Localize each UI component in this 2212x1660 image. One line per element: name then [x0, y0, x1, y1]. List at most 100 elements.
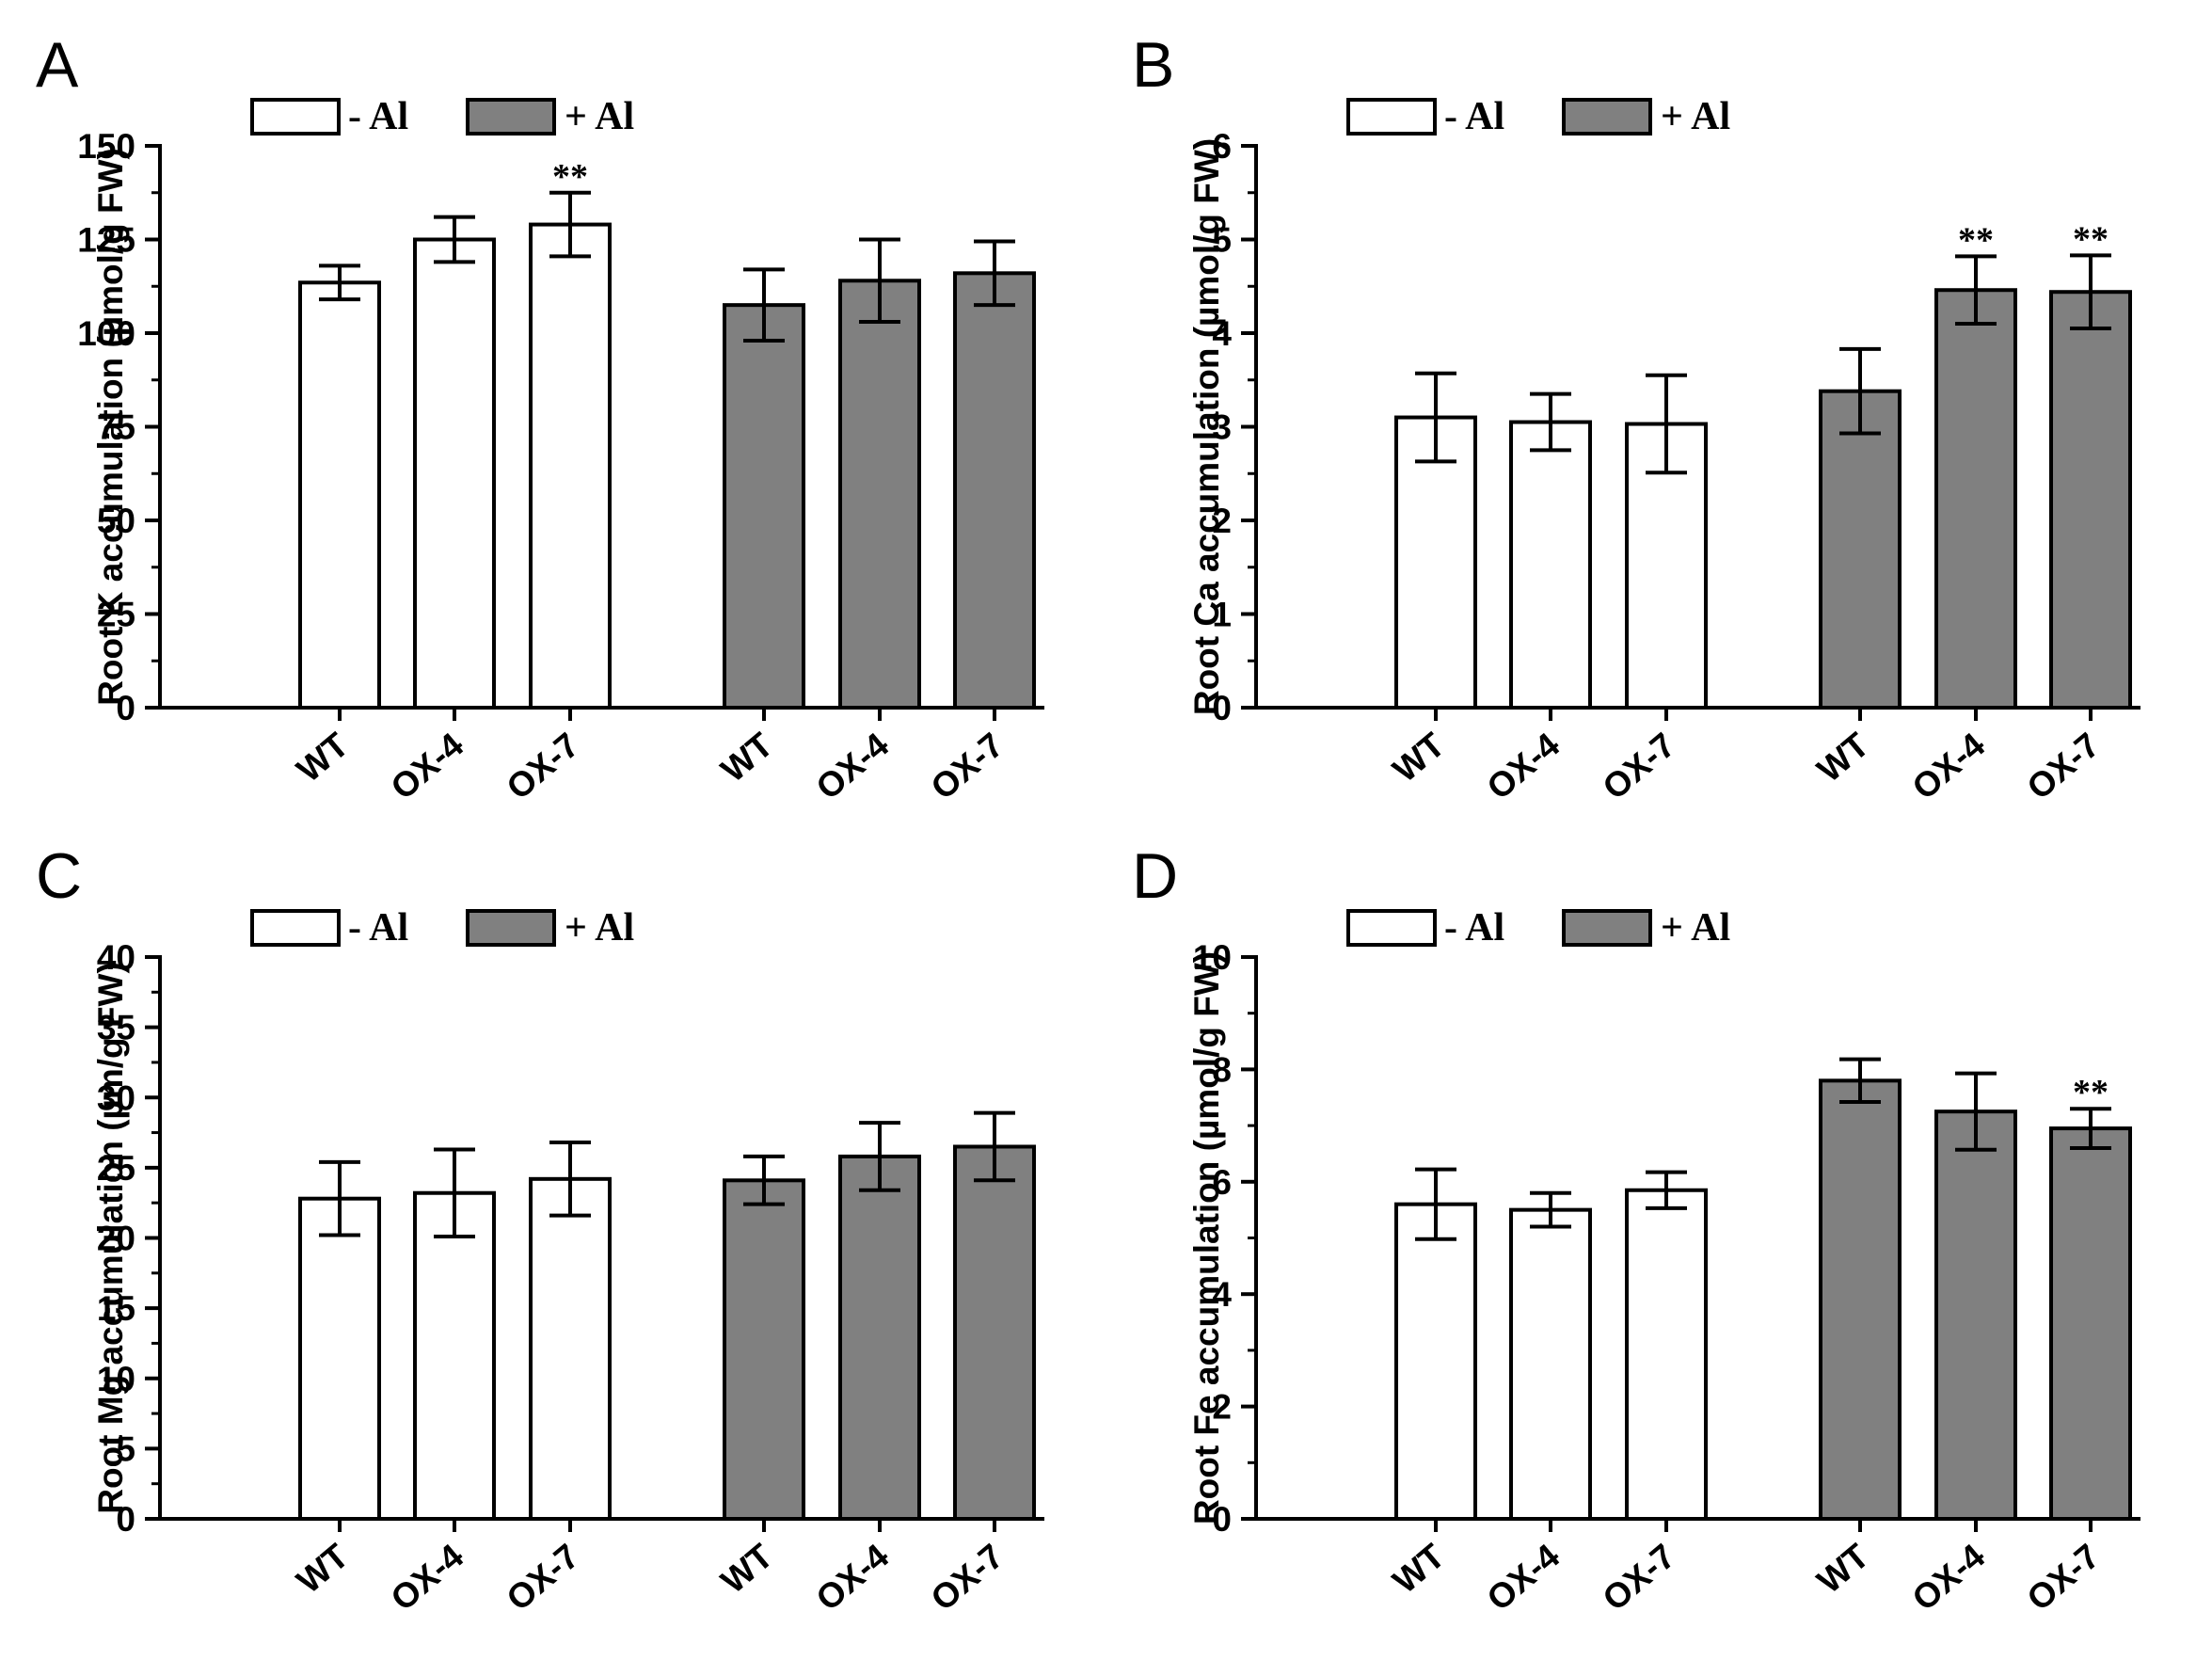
y-tick-label: 8	[1212, 1050, 1232, 1089]
legend-label-minus-al: - Al	[348, 906, 408, 950]
y-tick-label: 35	[97, 1009, 135, 1047]
y-tick-label: 6	[1212, 1163, 1232, 1202]
panel-letter-d: D	[1132, 840, 1178, 912]
panel-a-chart: A - Al + Al Root K accumulation (µmol/g FW)…	[36, 29, 1044, 807]
y-tick-label: 50	[97, 502, 135, 540]
y-tick-label: 150	[77, 127, 135, 166]
y-axis-label: Root Fe accumulation (µmol/g FW)	[1187, 951, 1226, 1524]
y-tick-label: 0	[1212, 689, 1232, 727]
y-tick-label: 10	[97, 1360, 135, 1398]
significance-mark-plus-al-ox-7: **	[2073, 219, 2109, 259]
legend-swatch-plus-al	[1562, 98, 1652, 136]
panel-d-chart: D - Al + Al Root Fe accumulation (µmol/g FW…	[1132, 840, 2140, 1619]
bar-plus-al-ox-4	[1934, 1109, 2017, 1521]
bar-plus-al-ox-4	[838, 1154, 921, 1521]
legend-label-plus-al: + Al	[565, 95, 634, 138]
x-tick-label-plus-al-ox-4: OX-4	[809, 725, 897, 806]
bar-plus-al-ox-7	[953, 271, 1036, 710]
y-tick-label: 2	[1212, 1388, 1232, 1427]
x-tick-label-minus-al-ox-7: OX-7	[1596, 1537, 1683, 1619]
legend-swatch-plus-al	[466, 909, 556, 947]
x-tick-label-minus-al-ox-7: OX-7	[1596, 726, 1683, 807]
bar-plus-al-ox-7	[2049, 290, 2132, 710]
panel-letter-a: A	[36, 29, 79, 101]
x-tick-label-plus-al-wt: WT	[1810, 725, 1877, 790]
bar-minus-al-ox-4	[413, 1190, 496, 1521]
legend-swatch-minus-al	[1346, 909, 1437, 947]
x-tick-label-minus-al-wt: WT	[290, 1536, 357, 1601]
legend-swatch-plus-al	[466, 98, 556, 136]
y-tick-label: 30	[97, 1078, 135, 1117]
x-tick-label-minus-al-ox-7: OX-7	[500, 726, 587, 807]
x-tick-label-minus-al-ox-4: OX-4	[384, 725, 471, 806]
bar-minus-al-ox-7	[1625, 1188, 1708, 1521]
significance-mark-minus-al-ox-7: **	[552, 157, 588, 197]
y-tick-label: 3	[1212, 408, 1232, 447]
significance-mark-plus-al-ox-7: **	[2073, 1073, 2109, 1112]
y-tick-label: 10	[1193, 938, 1232, 977]
y-tick-label: 5	[116, 1429, 135, 1468]
y-tick-label: 5	[1212, 221, 1232, 260]
bar-minus-al-ox-4	[1509, 420, 1592, 710]
x-tick-label-minus-al-ox-4: OX-4	[1480, 725, 1567, 806]
legend-label-minus-al: - Al	[1444, 95, 1504, 138]
y-tick-label: 4	[1212, 314, 1232, 353]
panel-d: D - Al + Al Root Fe accumulation (µmol/g FW…	[1096, 811, 2202, 1641]
bar-minus-al-wt	[298, 1196, 381, 1521]
bar-minus-al-ox-7	[529, 222, 612, 710]
legend-swatch-plus-al	[1562, 909, 1652, 947]
x-tick-label-minus-al-ox-7: OX-7	[500, 1537, 587, 1619]
panel-b: B - Al + Al Root Ca accumulation (µmol/g FW…	[1096, 0, 2202, 830]
legend-label-minus-al: - Al	[1444, 906, 1504, 950]
y-tick-label: 6	[1212, 127, 1232, 166]
x-tick-label-minus-al-wt: WT	[290, 725, 357, 790]
y-tick-label: 100	[77, 314, 135, 353]
x-tick-label-plus-al-ox-7: OX-7	[924, 1537, 1011, 1619]
y-tick-label: 20	[97, 1220, 135, 1258]
panel-letter-c: C	[36, 840, 82, 912]
y-tick-label: 1	[1212, 596, 1232, 634]
y-tick-label: 0	[1212, 1500, 1232, 1539]
x-tick-label-plus-al-ox-4: OX-4	[809, 1536, 897, 1618]
legend-label-plus-al: + Al	[565, 906, 634, 950]
panel-letter-b: B	[1132, 29, 1174, 101]
x-tick-label-minus-al-wt: WT	[1386, 1536, 1453, 1601]
x-tick-label-plus-al-ox-7: OX-7	[2020, 1537, 2108, 1619]
bar-plus-al-wt	[723, 1178, 805, 1521]
x-tick-label-plus-al-ox-4: OX-4	[1905, 725, 1993, 806]
y-tick-label: 125	[77, 221, 135, 260]
y-tick-label: 0	[116, 1500, 135, 1539]
legend-label-plus-al: + Al	[1661, 906, 1730, 950]
x-tick-label-minus-al-wt: WT	[1386, 725, 1453, 790]
y-tick-label: 25	[97, 596, 135, 634]
bar-plus-al-wt	[723, 303, 805, 710]
bar-plus-al-ox-7	[2049, 1126, 2132, 1521]
panel-b-chart: B - Al + Al Root Ca accumulation (µmol/g FW…	[1132, 29, 2140, 807]
legend-swatch-minus-al	[250, 98, 341, 136]
y-tick-label: 75	[97, 408, 135, 447]
y-axis-label: Root K accumulation (µmol/g FW)	[91, 148, 130, 706]
x-tick-label-plus-al-wt: WT	[714, 1536, 781, 1601]
y-axis-label: Root Mg accumulation (µm/g FW)	[91, 962, 130, 1514]
x-tick-label-minus-al-ox-4: OX-4	[384, 1536, 471, 1618]
bar-minus-al-wt	[298, 280, 381, 710]
panel-c-chart: C - Al + Al Root Mg accumulation (µm/g FW)0…	[36, 840, 1044, 1619]
y-tick-label: 25	[97, 1149, 135, 1188]
x-tick-label-minus-al-ox-4: OX-4	[1480, 1536, 1567, 1618]
bar-minus-al-ox-4	[413, 237, 496, 710]
bar-plus-al-wt	[1819, 389, 1902, 710]
bar-plus-al-ox-4	[1934, 288, 2017, 710]
bar-plus-al-wt	[1819, 1078, 1902, 1521]
x-tick-label-plus-al-ox-4: OX-4	[1905, 1536, 1993, 1618]
y-tick-label: 40	[97, 938, 135, 977]
x-tick-label-plus-al-ox-7: OX-7	[924, 726, 1011, 807]
bar-plus-al-ox-7	[953, 1144, 1036, 1521]
bar-minus-al-ox-7	[529, 1176, 612, 1521]
y-tick-label: 0	[116, 689, 135, 727]
panel-a: A - Al + Al Root K accumulation (µmol/g FW)…	[0, 0, 1106, 830]
legend-swatch-minus-al	[250, 909, 341, 947]
x-tick-label-plus-al-wt: WT	[1810, 1536, 1877, 1601]
x-tick-label-plus-al-wt: WT	[714, 725, 781, 790]
y-axis-label: Root Ca accumulation (µmol/g FW)	[1187, 138, 1226, 715]
legend-label-minus-al: - Al	[348, 95, 408, 138]
